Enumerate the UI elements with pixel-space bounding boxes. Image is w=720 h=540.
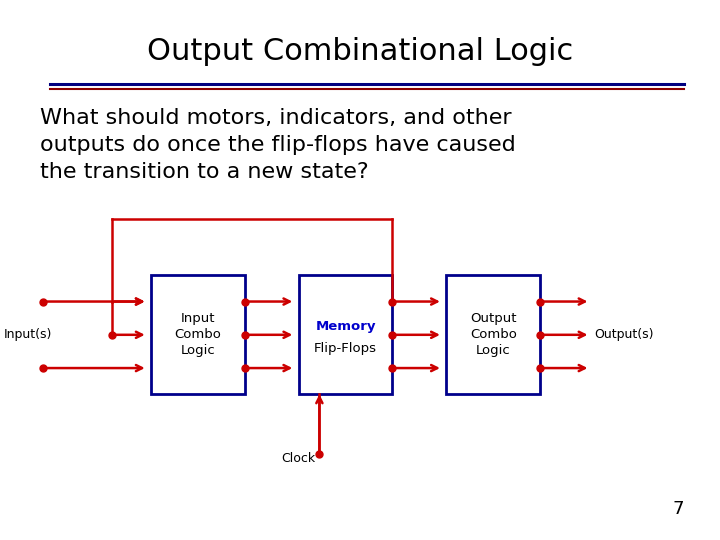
Bar <box>299 275 392 394</box>
Text: Input
Combo
Logic: Input Combo Logic <box>174 312 222 357</box>
Text: Output Combinational Logic: Output Combinational Logic <box>147 37 573 66</box>
Bar <box>151 275 245 394</box>
Text: Output(s): Output(s) <box>594 328 654 341</box>
Text: 7: 7 <box>672 501 684 518</box>
Text: Clock: Clock <box>282 453 316 465</box>
Text: Memory: Memory <box>315 320 376 333</box>
Bar <box>446 275 540 394</box>
Text: Output
Combo
Logic: Output Combo Logic <box>469 312 517 357</box>
Text: Flip-Flops: Flip-Flops <box>314 342 377 355</box>
Text: What should motors, indicators, and other
outputs do once the flip-flops have ca: What should motors, indicators, and othe… <box>40 108 516 183</box>
Text: Input(s): Input(s) <box>4 328 52 341</box>
